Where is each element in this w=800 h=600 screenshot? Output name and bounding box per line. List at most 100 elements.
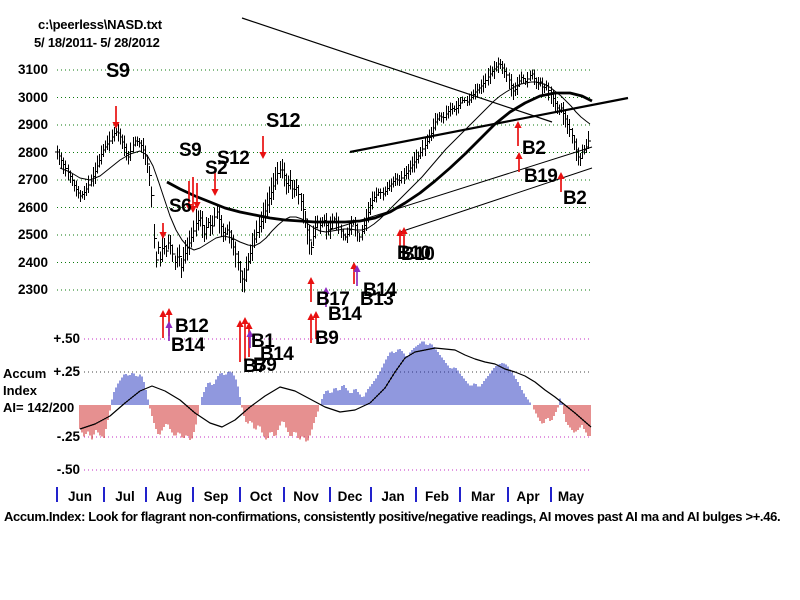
buy-signal-arrow-icon bbox=[515, 152, 523, 172]
ai-bar-positive bbox=[361, 397, 363, 405]
chart-file-path: c:\peerless\NASD.txt bbox=[38, 17, 162, 32]
ai-bar-negative bbox=[551, 405, 553, 421]
month-label-Jan: Jan bbox=[381, 489, 405, 504]
ai-bar-negative bbox=[537, 405, 539, 418]
signal-label-s12: S12 bbox=[266, 110, 301, 132]
ai-bar-negative bbox=[311, 405, 313, 430]
ai-bar-positive bbox=[365, 392, 367, 405]
ai-bar-positive bbox=[353, 389, 355, 405]
ai-bar-positive bbox=[121, 377, 123, 405]
signal-label-b2: B2 bbox=[563, 188, 587, 209]
ai-bar-negative bbox=[99, 405, 101, 436]
ai-bar-positive bbox=[415, 346, 417, 405]
ai-bar-negative bbox=[279, 405, 281, 426]
ai-bar-positive bbox=[355, 389, 357, 405]
ai-bar-positive bbox=[433, 346, 435, 405]
sell-signal-arrow-icon bbox=[159, 223, 167, 239]
ai-bar-positive bbox=[411, 349, 413, 405]
buy-signal-arrow-icon bbox=[400, 227, 408, 249]
ai-bar-negative bbox=[159, 405, 161, 435]
ai-bar-negative bbox=[569, 405, 571, 428]
ai-bar-positive bbox=[479, 386, 481, 405]
month-tick bbox=[192, 487, 194, 502]
ai-bar-positive bbox=[221, 373, 223, 405]
ai-moving-average bbox=[79, 347, 592, 430]
ai-bar-positive bbox=[495, 366, 497, 405]
ai-bar-negative bbox=[263, 405, 265, 437]
ai-bar-positive bbox=[115, 387, 117, 405]
ai-bar-positive bbox=[125, 374, 127, 405]
ai-bar-positive bbox=[423, 341, 425, 405]
ai-bar-positive bbox=[453, 367, 455, 405]
ai-bar-negative bbox=[161, 405, 163, 431]
signal-label-b14: B14 bbox=[260, 344, 294, 365]
ai-bar-negative bbox=[267, 405, 269, 438]
ai-bar-positive bbox=[331, 392, 333, 405]
ai-bar-positive bbox=[123, 374, 125, 405]
ai-bar-negative bbox=[253, 405, 255, 429]
ai-bar-negative bbox=[535, 405, 537, 414]
ai-bar-positive bbox=[335, 387, 337, 405]
ai-bar-negative bbox=[583, 405, 585, 429]
price-axis-label-2600: 2600 bbox=[17, 199, 48, 215]
ai-bar-positive bbox=[337, 390, 339, 405]
ai-bar-positive bbox=[439, 354, 441, 405]
ai-bar-positive bbox=[443, 360, 445, 405]
ai-bar-negative bbox=[169, 405, 171, 430]
ai-bar-negative bbox=[97, 405, 99, 433]
ai-bar-positive bbox=[421, 341, 423, 405]
price-axis-label-3000: 3000 bbox=[17, 89, 48, 105]
ai-bar-positive bbox=[413, 347, 415, 405]
ai-bar-negative bbox=[283, 405, 285, 423]
ai-bar-negative bbox=[573, 405, 575, 433]
ai-bar-positive bbox=[381, 367, 383, 405]
ai-bar-positive bbox=[143, 382, 145, 405]
ai-bar-positive bbox=[501, 363, 503, 405]
buy-signal-arrow-purple-icon bbox=[246, 330, 254, 348]
ai-bar-negative bbox=[155, 405, 157, 429]
ai-bar-positive bbox=[505, 364, 507, 405]
ai-bar-negative bbox=[261, 405, 263, 433]
month-label-Apr: Apr bbox=[516, 489, 540, 504]
ai-bar-positive bbox=[329, 393, 331, 405]
ai-bar-negative bbox=[269, 405, 271, 433]
buy-signal-arrow-icon bbox=[312, 311, 320, 339]
ai-bar-positive bbox=[469, 385, 471, 405]
buy-signal-arrow-icon bbox=[307, 277, 315, 302]
ai-bar-positive bbox=[457, 370, 459, 405]
ai-bar-positive bbox=[459, 373, 461, 405]
ai-bar-positive bbox=[127, 375, 129, 405]
ai-bar-negative bbox=[107, 405, 109, 420]
ai-bar-positive bbox=[359, 394, 361, 405]
ai-bar-positive bbox=[397, 349, 399, 405]
ai-bar-positive bbox=[395, 352, 397, 405]
signal-label-b14: B14 bbox=[328, 304, 362, 325]
ai-bar-positive bbox=[203, 391, 205, 405]
ai-bar-positive bbox=[377, 375, 379, 405]
ai-bar-positive bbox=[239, 397, 241, 405]
ai-bar-negative bbox=[553, 405, 555, 417]
price-axis-label-2300: 2300 bbox=[17, 282, 48, 297]
ai-bar-positive bbox=[437, 352, 439, 405]
month-tick bbox=[145, 487, 147, 502]
ai-bar-positive bbox=[467, 383, 469, 405]
ai-bar-negative bbox=[589, 405, 591, 436]
month-tick bbox=[329, 487, 331, 502]
signal-label-s9: S9 bbox=[179, 140, 202, 161]
month-tick bbox=[103, 487, 105, 502]
month-label-Feb: Feb bbox=[424, 489, 449, 504]
ai-bar-negative bbox=[295, 405, 297, 433]
ai-bar-positive bbox=[525, 396, 527, 406]
ai-bar-negative bbox=[109, 405, 111, 411]
ai-bar-positive bbox=[343, 385, 345, 405]
ai-bar-negative bbox=[287, 405, 289, 433]
ai-bar-positive bbox=[201, 397, 203, 405]
ai-bar-positive bbox=[465, 381, 467, 405]
ai-bar-positive bbox=[463, 378, 465, 405]
ai-bar-positive bbox=[237, 386, 239, 405]
ai-bar-positive bbox=[373, 381, 375, 405]
ai-bar-negative bbox=[151, 405, 153, 417]
ai-bar-positive bbox=[509, 369, 511, 405]
ai-bar-positive bbox=[213, 384, 215, 405]
